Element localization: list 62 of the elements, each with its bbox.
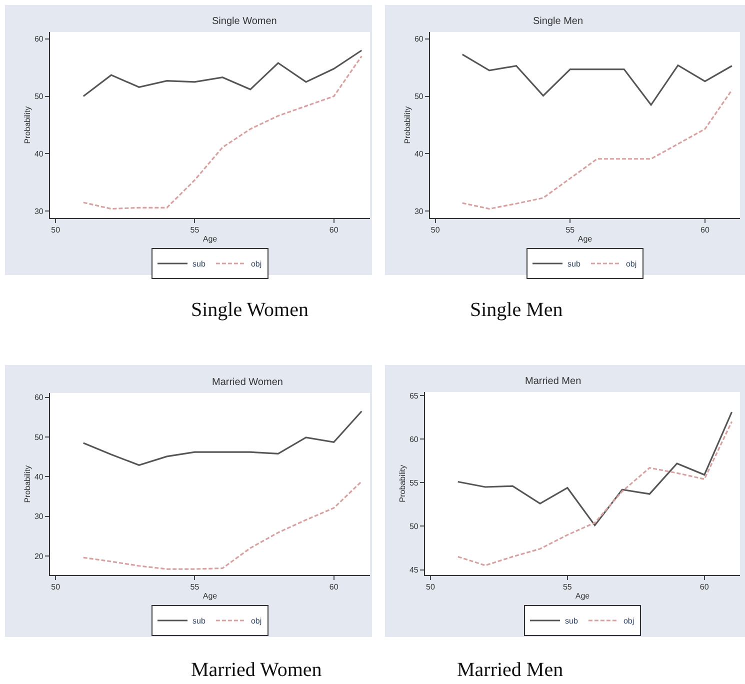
y-tick-label: 60 — [414, 34, 424, 44]
y-axis-title: Probability — [23, 106, 32, 144]
y-tick-label: 50 — [409, 522, 419, 531]
x-tick-label: 55 — [190, 226, 200, 235]
line-series — [457, 420, 733, 566]
x-tick-label: 55 — [562, 582, 572, 592]
line-series — [462, 89, 733, 210]
y-tick-label: 30 — [414, 206, 424, 216]
text: Married Women — [191, 659, 322, 681]
line-series — [82, 410, 362, 466]
text: Single Women — [191, 299, 308, 321]
legend-label: obj — [250, 260, 262, 269]
y-tick-label: 30 — [34, 512, 44, 522]
line-series — [82, 480, 362, 570]
y-tick-label: 60 — [34, 393, 44, 402]
legend-label: obj — [250, 616, 262, 626]
y-axis-title: Probability — [23, 465, 32, 503]
x-axis-title: Age — [202, 592, 218, 601]
x-tick-label: 50 — [426, 582, 436, 592]
x-tick-label: 50 — [51, 226, 61, 235]
legend-label: obj — [623, 616, 634, 626]
x-axis-title: Age — [575, 592, 590, 601]
y-tick-label: 20 — [34, 552, 44, 561]
y-tick-label: 45 — [409, 566, 419, 575]
legend-label: obj — [626, 260, 637, 269]
x-tick-label: 50 — [430, 226, 440, 235]
y-tick-label: 40 — [34, 150, 44, 158]
x-tick-label: 60 — [700, 582, 710, 592]
y-axis-title: Probability — [403, 106, 412, 144]
x-tick-label: 55 — [566, 226, 576, 235]
y-tick-label: 60 — [409, 434, 419, 444]
y-tick-label: 65 — [409, 391, 419, 400]
legend-label: sub — [192, 616, 206, 626]
chart-title: Married Women — [212, 377, 283, 388]
y-tick-label: 50 — [34, 92, 44, 102]
chart-title: Single Men — [533, 16, 584, 27]
x-tick-label: 60 — [329, 582, 339, 592]
legend-label: sub — [192, 260, 206, 269]
y-tick-label: 50 — [414, 92, 424, 102]
legend-label: sub — [568, 260, 581, 269]
x-tick-label: 60 — [329, 226, 339, 235]
x-tick-label: 50 — [51, 582, 61, 592]
chart-title: Single Women — [212, 16, 277, 27]
y-tick-label: 60 — [34, 34, 44, 44]
line-series — [82, 55, 362, 210]
text: Married Men — [457, 659, 564, 681]
text: Single Men — [470, 299, 563, 321]
y-tick-label: 40 — [414, 150, 424, 158]
y-tick-label: 30 — [34, 206, 44, 216]
y-tick-label: 40 — [34, 472, 44, 482]
x-axis-title: Age — [578, 234, 593, 244]
chart-title: Married Men — [525, 376, 582, 387]
line-series — [457, 411, 733, 526]
x-tick-label: 60 — [700, 226, 710, 235]
x-tick-label: 55 — [190, 582, 200, 592]
line-series — [82, 50, 362, 98]
x-axis-title: Age — [202, 234, 218, 244]
y-tick-label: 55 — [409, 478, 419, 488]
y-axis-title: Probability — [398, 464, 408, 502]
y-tick-label: 50 — [34, 432, 44, 442]
legend-label: sub — [565, 616, 578, 626]
line-series — [462, 54, 733, 106]
